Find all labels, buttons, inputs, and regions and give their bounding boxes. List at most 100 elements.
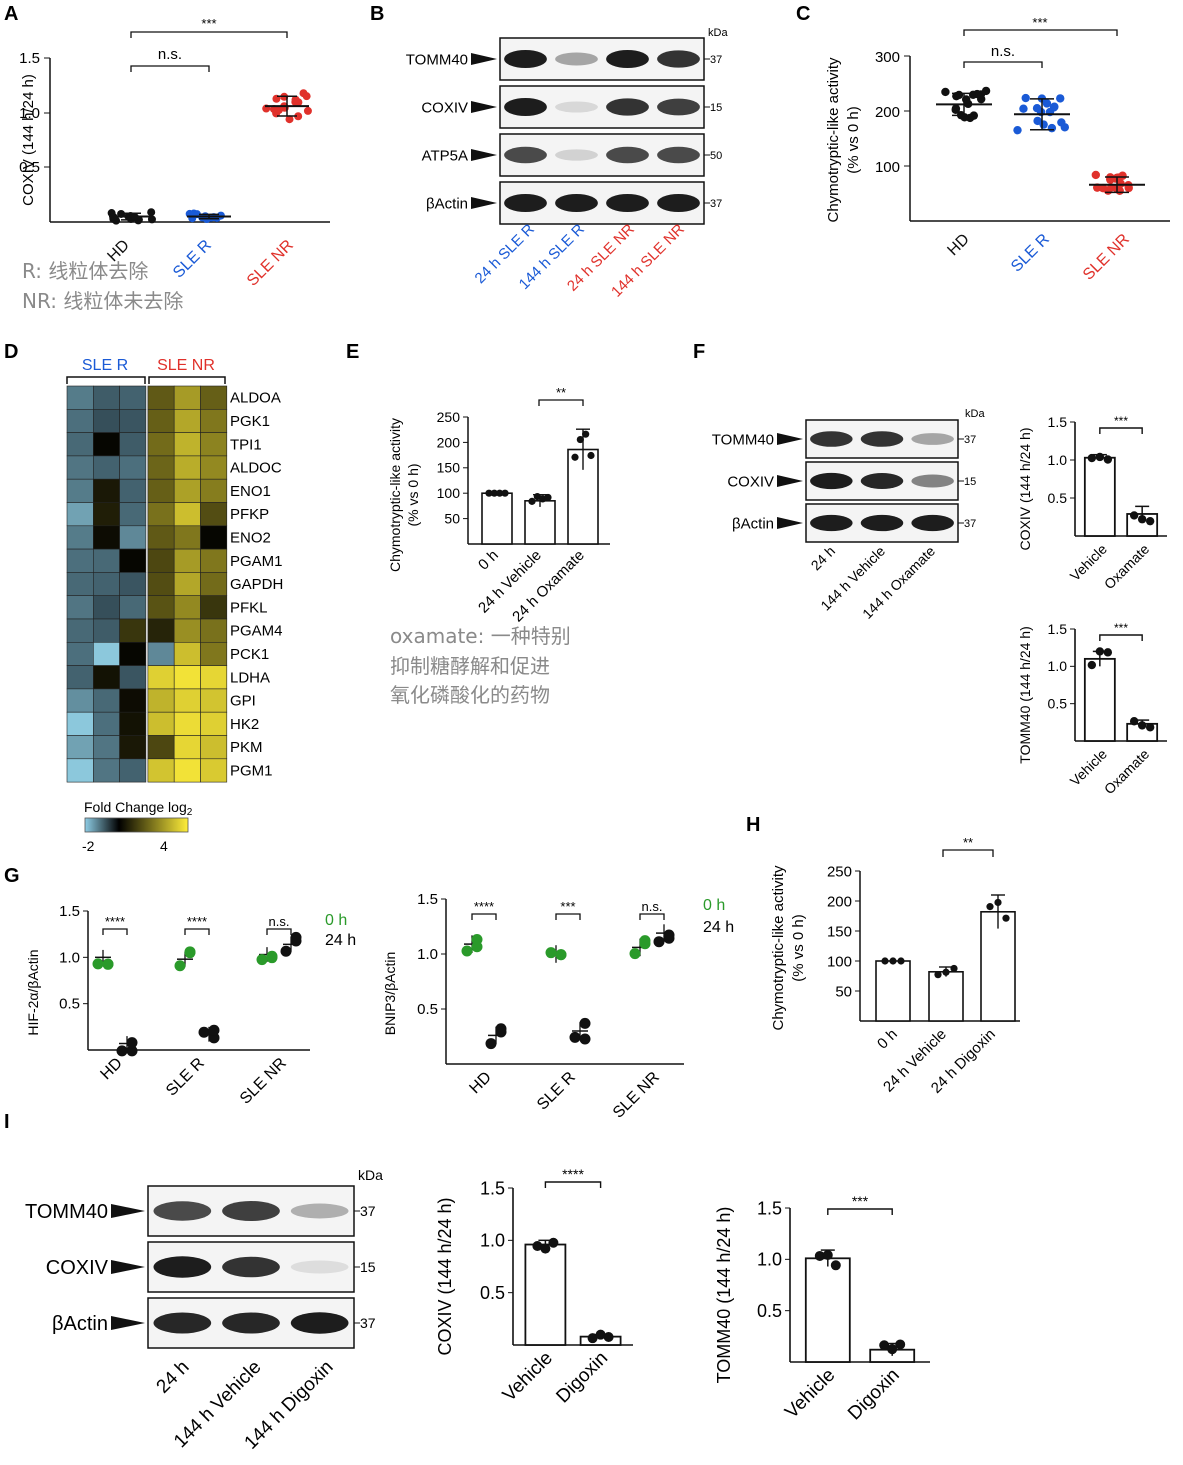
d-heatmap-cell [93,548,120,573]
d-heatmap-cell [66,455,94,480]
blot-arrow [471,149,497,161]
d-heatmap-cell [93,572,120,597]
c-tick-1: 300 [875,49,900,66]
a-point [188,214,197,223]
tick-label: 150 [827,923,852,940]
d-gene-label: PGAM1 [230,553,283,570]
panel-c-letter: C [796,3,810,25]
e-bar [481,492,513,545]
panel-d-letter: D [4,341,18,363]
g2-sig-label: n.s. [642,899,663,914]
c-ylabel-1: Chymotryptic-like activity [825,57,842,223]
f1-point [1129,511,1139,520]
i-blots: TOMM40 37 COXIV 15 βActin 37 [25,1185,376,1349]
i1-ylabel: COXIV (144 h/24 h) [435,1197,455,1355]
d-heatmap-cell [147,711,175,736]
g2-sig-label: *** [560,899,575,914]
tick-label: 100 [827,953,852,970]
g-legend-24h-2: 24 h [703,919,734,936]
d-heatmap-cell [173,665,201,690]
f1-tick-label: 1.5 [1048,414,1068,430]
d-heatmap-cell [200,665,228,690]
d-heatmap-cell [66,478,94,503]
d-heatmap-cell [147,432,175,457]
d-heatmap-cell [147,455,175,480]
f-lane-1: 24 h [808,543,839,574]
c-point [1033,116,1042,126]
f2-point [1145,723,1155,732]
blot-arrow [471,53,497,65]
a-points [107,89,312,225]
d-heatmap-cell [119,641,147,666]
blot-band [504,146,547,164]
d-heatmap-cell [66,688,94,713]
blot-kda-label: 37 [964,518,976,530]
h-ylabel-2: (% vs 0 h) [790,914,807,982]
d-heatmap-cell [93,641,120,666]
g1-sig-bracket [266,928,292,935]
f1-sig-label: *** [1114,414,1128,428]
a-xlabel-2: SLE R [170,237,215,282]
f1-point [1103,455,1113,464]
i2-point [895,1339,906,1350]
blot-arrow [777,475,803,487]
d-heatmap-cell [93,455,120,480]
d-heatmap-cell [93,618,120,643]
b-kda: kDa [708,27,728,39]
tick-label: 200 [827,893,852,910]
f2-point [1087,660,1097,670]
i2-point [879,1340,890,1351]
b-blots: TOMM40 37 COXIV 15 ATP5A 50 βActin 37 [406,37,722,225]
panel-h: H 250 200 150 100 50 Chymotryptic-like activ… [746,814,1020,1097]
panel-i-letter: I [4,1111,10,1133]
c-sig-1: *** [1032,15,1047,30]
a-tick-2: 1.0 [19,105,40,122]
d-gene-label: PGK1 [230,413,270,430]
d-heatmap-cell [147,408,175,433]
tick-label: 50 [835,983,852,1000]
d-heatmap-cell [93,711,120,736]
d-heatmap-cell [200,618,228,643]
d-heatmap-cell [200,385,228,410]
d-gene-label: GAPDH [230,576,283,593]
g1-point [208,1024,220,1036]
d-heatmap-cell [119,758,147,783]
i1-point [540,1243,551,1254]
f1-ylabel: COXIV (144 h/24 h) [1017,428,1033,551]
g2-sig-label: **** [474,899,494,914]
d-gene-label: ENO1 [230,483,271,500]
g-legend-0h-2: 0 h [703,897,725,914]
d-heatmap-cell [173,408,201,433]
c-xlabel-1: HD [944,231,972,259]
blot-band [810,431,853,447]
d-heatmap-cell [200,432,228,457]
blot-label: COXIV [421,99,468,116]
i-bar-chart-tomm40: 1.5 1.0 0.5 TOMM40 (144 h/24 h) Vehicle Digox… [714,1193,930,1424]
blot-arrow [471,101,497,113]
g1-ylabel: HIF-2α/βActin [25,949,41,1035]
h-point [889,957,897,965]
i-kda: kDa [358,1167,383,1183]
c-point [1047,123,1057,133]
c-point [1032,104,1042,113]
tick-label: 100 [437,485,461,501]
f2-point [1129,717,1139,726]
d-heatmap-cell [66,641,94,666]
g1-xlabel: HD [97,1055,125,1083]
f1-point [1095,452,1105,462]
blot-band [860,514,904,532]
h-point [986,903,994,911]
e-point [576,435,584,444]
d-gene-label: PFKP [230,506,269,523]
d-heatmap [66,385,228,783]
d-heatmap-cell [200,408,228,433]
blot-kda-label: 15 [360,1259,376,1275]
e-bars [481,428,599,545]
d-heatmap-cell [173,735,201,760]
a-point [285,115,294,124]
blot-kda-label: 37 [710,198,722,210]
i1-bar [524,1243,567,1346]
tick-label: 200 [437,434,461,450]
